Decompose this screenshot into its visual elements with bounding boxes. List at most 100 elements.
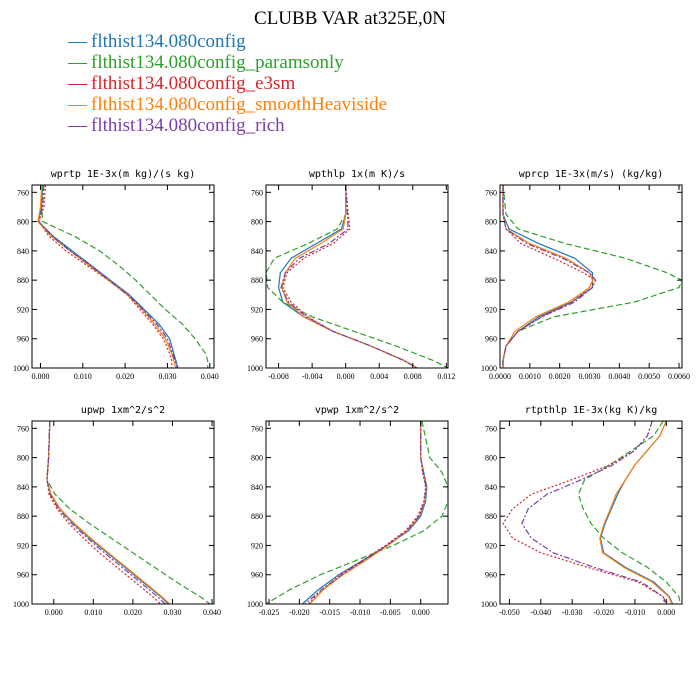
legend-label: flthist134.080config_paramsonly [91,52,344,73]
y-tick-label: 800 [251,218,263,227]
series-group [37,185,209,368]
subplot: wprcp 1E-3x(m/s) (kg/kg) 0.0000 0.0010 0.00… [481,169,690,381]
x-tick-label: 0.0060 [668,372,690,381]
x-tick-label: -0.008 [268,372,289,381]
series-group [46,421,211,604]
legend-swatch: — [68,115,87,136]
x-tick-label: -0.050 [499,608,520,617]
legend-swatch: — [68,94,87,115]
subplot-title: upwp 1xm^2/s^2 [81,405,165,416]
legend-item: — flthist134.080config_smoothHeaviside [68,94,387,115]
x-tick-label: 0.012 [437,372,455,381]
y-tick-label: 760 [17,188,29,197]
legend-item: — flthist134.080config_e3sm [68,73,387,94]
subplot: vpwp 1xm^2/s^2 -0.025 -0.020 -0.015 -0.010 -0… [247,405,449,617]
plot-frame [31,420,215,605]
subplot-title: wprtp 1E-3x(m kg)/(s kg) [51,169,196,180]
series-line [577,421,681,604]
y-tick-label: 920 [485,305,497,314]
series-line [37,185,179,368]
x-tick-label: 0.0050 [638,372,660,381]
y-tick-label: 960 [17,571,29,580]
y-tick-label: 840 [17,483,29,492]
x-tick-label: 0.020 [124,608,142,617]
series-line [281,185,418,368]
x-tick-label: -0.004 [302,372,323,381]
series-line [502,185,594,368]
y-tick-label: 840 [251,247,263,256]
y-tick-label: 880 [251,276,263,285]
x-tick-label: -0.040 [530,608,551,617]
x-tick-label: 0.010 [84,608,102,617]
y-tick-label: 960 [17,335,29,344]
series-line [282,185,418,368]
y-tick-label: 1000 [247,600,263,609]
x-tick-label: -0.015 [319,608,340,617]
x-tick-label: 0.040 [203,608,221,617]
x-tick-label: 0.000 [31,372,49,381]
y-tick-label: 920 [485,541,497,550]
series-line [302,421,428,604]
subplot: rtpthlp 1E-3x(kg K)/kg -0.050 -0.040 -0.030… [481,405,683,617]
series-line [502,185,597,368]
x-tick-label: -0.010 [625,608,646,617]
y-tick-label: 960 [251,571,263,580]
x-tick-label: 0.000 [45,608,63,617]
series-line [521,421,667,604]
y-tick-label: 1000 [247,364,263,373]
plot-frame [499,184,683,369]
series-line [309,421,427,604]
x-tick-label: 0.000 [337,372,355,381]
x-tick-label: 0.030 [163,608,181,617]
plot-frame [31,184,215,369]
x-tick-label: -0.020 [289,608,310,617]
y-tick-label: 840 [485,483,497,492]
y-tick-label: 840 [17,247,29,256]
plot-frame [265,420,449,605]
subplot-title: wpthlp 1x(m K)/s [309,169,405,180]
legend-label: flthist134.080config_e3sm [91,73,296,94]
y-tick-label: 840 [251,483,263,492]
subplot: wprtp 1E-3x(m kg)/(s kg) 0.000 0.010 0.020 0… [13,169,219,381]
legend-label: flthist134.080config [91,31,246,52]
legend-item: — flthist134.080config_paramsonly [68,52,387,73]
y-tick-label: 760 [485,188,497,197]
x-tick-label: 0.008 [404,372,422,381]
x-tick-label: 0.0040 [608,372,630,381]
y-tick-label: 960 [485,571,497,580]
series-group [502,421,681,604]
x-tick-label: 0.040 [201,372,219,381]
x-tick-label: -0.030 [562,608,583,617]
y-tick-label: 920 [251,541,263,550]
subplot-title: vpwp 1xm^2/s^2 [315,405,399,416]
x-tick-label: 0.0020 [549,372,571,381]
y-tick-label: 920 [251,305,263,314]
x-tick-label: -0.020 [593,608,614,617]
series-line [266,421,448,604]
series-line [280,185,418,368]
x-tick-label: 0.000 [412,608,430,617]
series-line [502,185,594,368]
series-line [266,185,448,368]
series-line [46,421,166,604]
series-line [38,185,178,368]
y-tick-label: 840 [485,247,497,256]
y-tick-label: 960 [485,335,497,344]
x-tick-label: 0.020 [116,372,134,381]
subplot-title: wprcp 1E-3x(m/s) (kg/kg) [519,169,664,180]
y-tick-label: 800 [251,454,263,463]
y-tick-label: 1000 [481,364,497,373]
plot-frame [265,184,449,369]
series-line [41,185,209,368]
x-tick-label: -0.010 [350,608,371,617]
series-line [308,421,427,604]
series-line [599,421,673,604]
series-group [266,185,448,368]
y-tick-label: 800 [17,218,29,227]
y-tick-label: 880 [17,276,29,285]
plot-frame [499,420,683,605]
x-tick-label: 0.010 [74,372,92,381]
figure-title: CLUBB VAR at325E,0N [254,8,446,29]
series-group [502,185,682,368]
